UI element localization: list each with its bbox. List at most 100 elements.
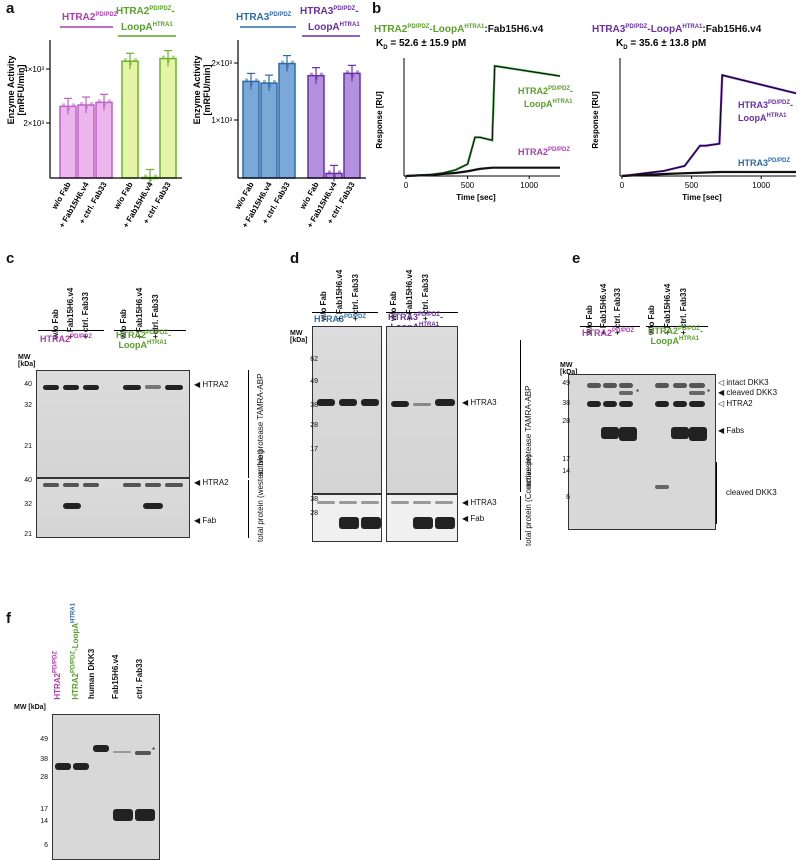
c-group-1: HTRA2PD/PDZ [40, 334, 93, 344]
e-arrow-htra2: ◁ HTRA2 [718, 399, 753, 408]
bar [343, 72, 361, 179]
b-left-xticks: 0 500 1000 [404, 176, 539, 190]
a-group-htra2loop: HTRA2PD/PDZ- [116, 6, 175, 17]
data-point [281, 60, 284, 64]
d-group-1: HTRA3PD/PDZ [314, 314, 367, 324]
a-right-xlabels: w/o Fab+ Fab15H6.v4+ ctrl. Fab33 w/o Fab+… [233, 180, 357, 229]
f-mw-38: 38 [40, 756, 48, 763]
data-point [80, 102, 83, 106]
bar [307, 74, 325, 179]
f-gel [52, 714, 160, 860]
d-mw-bot-38: 38 [310, 496, 318, 503]
data-point [134, 58, 137, 62]
e-mw-6: 6 [566, 494, 570, 501]
e-label-cleaved-bot: cleaved DKK3 [726, 488, 777, 497]
b-right-label-htra3: HTRA3PD/PDZ [738, 158, 790, 168]
d-blot-left-top [312, 326, 382, 494]
data-point [286, 64, 289, 68]
panel-label-a: a [6, 0, 15, 17]
e-mw-49: 49 [562, 380, 570, 387]
d-mw-title: MW [kDa] [290, 330, 308, 344]
bar [278, 62, 296, 179]
data-point [338, 170, 341, 174]
sensorgram-line [405, 64, 561, 178]
f-lane-3: human DKK3 [87, 648, 96, 699]
panel-e: w/o Fab + Fab15H6.v4 + ctrl. Fab33 w/o F… [560, 250, 800, 550]
data-point [124, 58, 127, 62]
b-right-curves [621, 73, 797, 178]
c-arrow-htra2-top: ◀ HTRA2 [194, 380, 229, 389]
panel-f: HTRA2PD/PDZ HTRA2PD/PDZ-LoopAHTRA1 human… [0, 603, 240, 860]
data-point [255, 78, 258, 82]
svg-text:LoopAHTRA1: LoopAHTRA1 [121, 22, 173, 33]
data-point [103, 103, 106, 107]
c-mw-bot-21: 21 [24, 531, 32, 538]
data-point [144, 174, 147, 178]
c-arrow-fab: ◀ Fab [194, 516, 217, 525]
sensorgram-line [405, 166, 560, 178]
panel-label-b: b [372, 0, 382, 17]
e-mw-title: MW [kDa] [560, 362, 578, 376]
b-left-xlabel: Time [sec] [456, 193, 496, 202]
a-right-bars [238, 54, 366, 182]
data-point [351, 74, 354, 78]
data-point [90, 102, 93, 106]
x-tick: 0 [620, 181, 625, 190]
f-mw-title: MW [kDa] [14, 704, 46, 711]
a-right-ylabel: Enzyme Activity [192, 56, 202, 125]
data-point [268, 84, 271, 88]
x-tick: 1000 [752, 181, 770, 190]
f-lane-2: HTRA2PD/PDZ-LoopAHTRA1 [70, 602, 80, 700]
c-group-2: HTRA2PD/PDZ- LoopAHTRA1 [116, 330, 172, 350]
a-left-ylabel-unit: [mRFU/min] [16, 65, 26, 116]
panel-label-d: d [290, 250, 300, 267]
b-right-kd: KD = 35.6 ± 13.8 pM [616, 38, 706, 51]
b-right-label-loop: HTRA3PD/PDZ- [738, 100, 793, 110]
f-mw-17: 17 [40, 806, 48, 813]
d-mw-49: 49 [310, 378, 318, 385]
data-point [346, 70, 349, 74]
b-left-label-loop: HTRA2PD/PDZ- [518, 86, 573, 96]
c-mw-top-32: 32 [24, 402, 32, 409]
f-mw-14: 14 [40, 818, 48, 825]
d-mw-bot-28: 28 [310, 510, 318, 517]
data-point [263, 80, 266, 84]
b-left-kd: KD = 52.6 ± 15.9 pM [376, 38, 466, 51]
data-point [129, 62, 132, 66]
c-side-bottom: total protein (western blot) [256, 449, 265, 543]
f-mw-49: 49 [40, 736, 48, 743]
d-mw-17: 17 [310, 446, 318, 453]
panel-label-e: e [572, 250, 581, 267]
d-blot-right-top [386, 326, 458, 494]
a-right-tick-2: 2×10³ [211, 59, 232, 68]
b-right-title: HTRA3PD/PDZ-LoopAHTRA1:Fab15H6.v4 [592, 24, 762, 35]
data-point [273, 80, 276, 84]
e-arrow-fabs: ◀ Fabs [718, 426, 745, 435]
b-left-label-htra2: HTRA2PD/PDZ [518, 147, 570, 157]
b-right-ylabel: Response [RU] [591, 91, 600, 149]
c-mw-top-21: 21 [24, 443, 32, 450]
data-point [67, 107, 70, 111]
fit-line [405, 65, 561, 177]
panel-label-c: c [6, 250, 15, 267]
sensorgram-line [621, 170, 796, 178]
data-point [291, 60, 294, 64]
x-tick: 500 [685, 181, 699, 190]
d-side-bottom: total protein (Commassie) [524, 454, 533, 546]
c-lane-2: + Fab15H6.v4 [66, 287, 75, 339]
x-tick: 1000 [520, 181, 538, 190]
a-right-tick-1: 1×10³ [211, 116, 232, 125]
panel-a: Enzyme Activity [mRFU/min] 2×10³ 4×10³ H… [0, 0, 370, 245]
e-mw-14: 14 [562, 468, 570, 475]
f-lane-1: HTRA2PD/PDZ [52, 650, 62, 700]
data-point [149, 178, 152, 182]
data-point [154, 174, 157, 178]
e-star-2: * [707, 388, 711, 397]
svg-text:LoopAHTRA1: LoopAHTRA1 [524, 99, 573, 109]
e-mw-38: 38 [562, 400, 570, 407]
panel-d: w/o Fab + Fab15H6.v4 + ctrl. Fab33 w/o F… [290, 250, 570, 550]
bar [77, 104, 95, 179]
panel-c: w/o Fab + Fab15H6.v4 + ctrl. Fab33 w/o F… [0, 250, 290, 550]
b-right-xticks: 0 500 1000 [620, 176, 771, 190]
data-point [62, 103, 65, 107]
